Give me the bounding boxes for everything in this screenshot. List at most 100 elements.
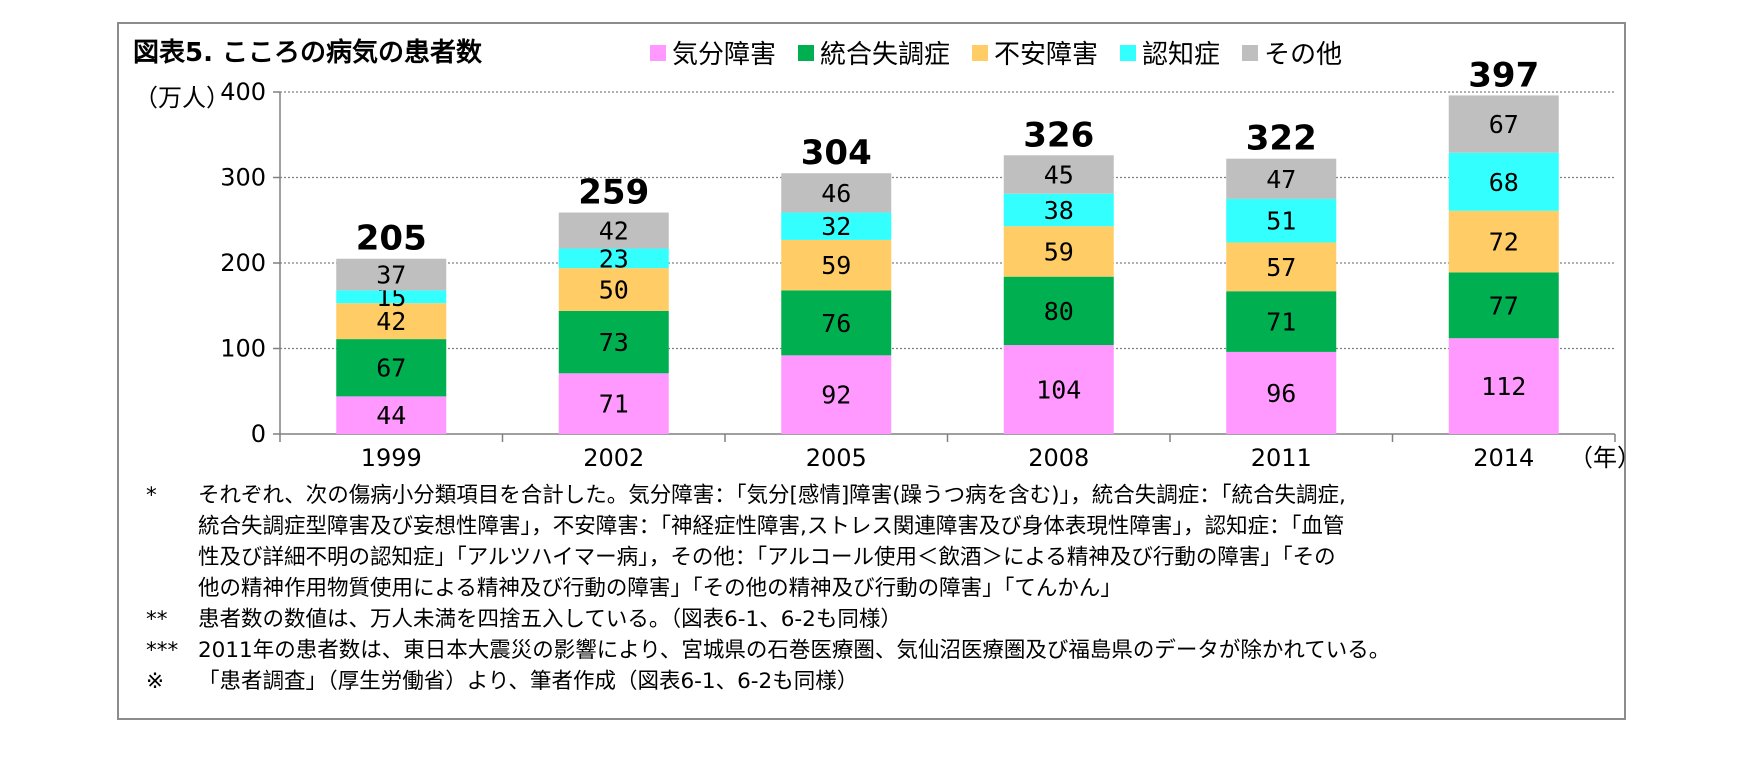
footnote-mark: ***	[146, 638, 179, 663]
bar-value-label: 77	[1489, 291, 1519, 320]
legend-swatch	[798, 44, 815, 61]
bar-value-label: 68	[1489, 168, 1519, 197]
bar-total-label: 322	[1246, 119, 1317, 159]
legend-item: その他	[1242, 34, 1342, 71]
footnotes: * それぞれ、次の傷病小分類項目を合計した。気分障害：「気分[感情]障害(躁うつ病…	[146, 480, 1616, 697]
footnote-line: 性及び詳細不明の認知症」「アルツハイマー病」，その他：「アルコール使用＜飲酒＞に…	[146, 542, 1616, 573]
bar-segment	[1003, 345, 1114, 434]
bar-value-label: 71	[599, 390, 629, 419]
y-tick-label: 200	[220, 249, 266, 277]
bar-value-label: 51	[1266, 207, 1296, 236]
bar-value-label: 104	[1036, 376, 1081, 405]
bar-value-label: 73	[599, 328, 629, 357]
x-tick-label: 2008	[1028, 444, 1089, 472]
footnote-text: 他の精神作用物質使用による精神及び行動の障害」「その他の精神及び行動の障害」「て…	[198, 576, 1122, 601]
bar-value-label: 72	[1489, 228, 1519, 257]
footnote-mark: ※	[146, 669, 165, 694]
bar-value-label: 45	[1044, 161, 1074, 190]
bar-segment	[558, 373, 669, 434]
footnote-line: *** 2011年の患者数は、東日本大震災の影響により、宮城県の石巻医療圏、気仙沼…	[146, 635, 1616, 666]
legend-item: 気分障害	[650, 34, 776, 71]
bar-value-label: 32	[821, 212, 851, 241]
bar-segment	[1448, 95, 1559, 153]
bar-total-label: 397	[1468, 55, 1539, 95]
footnote-line: ※ 「患者調査」（厚生労働省）より、筆者作成（図表6-1、6-2も同様）	[146, 666, 1616, 697]
figure-frame	[117, 22, 1626, 720]
legend-item: 不安障害	[972, 34, 1098, 71]
bar-segment	[1448, 272, 1559, 339]
bar-value-label: 37	[376, 261, 406, 290]
bar-value-label: 44	[376, 401, 406, 430]
bar-value-label: 59	[1044, 237, 1074, 266]
bar-segment	[336, 339, 447, 397]
bar-segment	[336, 396, 447, 434]
bar-value-label: 76	[821, 309, 851, 338]
bar-segment	[1003, 276, 1114, 346]
bar-segment	[1226, 291, 1337, 352]
bar-value-label: 67	[1489, 110, 1519, 139]
bar-total-label: 259	[578, 173, 649, 213]
bar-value-label: 42	[599, 217, 629, 246]
bar-segment	[781, 239, 892, 291]
chart-title: 図表5. こころの病気の患者数	[133, 38, 483, 68]
footnote-mark: **	[146, 607, 168, 632]
footnote-line: ** 患者数の数値は、万人未満を四捨五入している。（図表6-1、6-2も同様）	[146, 604, 1616, 635]
bar-segment	[1003, 155, 1114, 194]
bar-segment	[1003, 226, 1114, 277]
bar-value-label: 80	[1044, 297, 1074, 326]
bar-segment	[558, 310, 669, 374]
bar-segment	[336, 258, 447, 291]
bar-value-label: 67	[376, 354, 406, 383]
bar-segment	[336, 303, 447, 340]
bar-value-label: 46	[821, 179, 851, 208]
legend: 気分障害 統合失調症 不安障害 認知症 その他	[650, 34, 1342, 71]
legend-swatch	[650, 44, 666, 61]
bar-segment	[1226, 351, 1337, 434]
y-axis-unit-label: （万人）	[134, 84, 230, 112]
x-axis-unit-label: （年）	[1569, 444, 1641, 472]
bar-segment	[1448, 152, 1559, 211]
bar-value-label: 23	[599, 244, 629, 273]
legend-label: 不安障害	[994, 40, 1099, 70]
bar-total-label: 205	[356, 219, 427, 259]
x-tick-label: 2011	[1251, 444, 1312, 472]
footnote-text: それぞれ、次の傷病小分類項目を合計した。気分障害：「気分[感情]障害(躁うつ病を…	[198, 483, 1346, 508]
footnote-mark	[146, 542, 198, 573]
footnote-line: * それぞれ、次の傷病小分類項目を合計した。気分障害：「気分[感情]障害(躁うつ病…	[146, 480, 1616, 511]
bar-segment	[1448, 338, 1559, 434]
bar-total-label: 304	[801, 133, 872, 173]
footnote-text: 「患者調査」（厚生労働省）より、筆者作成（図表6-1、6-2も同様）	[198, 669, 859, 694]
bar-segment	[558, 248, 669, 269]
footnote-line: 他の精神作用物質使用による精神及び行動の障害」「その他の精神及び行動の障害」「て…	[146, 573, 1616, 604]
footnote-text: 2011年の患者数は、東日本大震災の影響により、宮城県の石巻医療圏、気仙沼医療圏…	[198, 638, 1391, 663]
bar-value-label: 71	[1266, 308, 1296, 337]
legend-item: 統合失調症	[798, 34, 950, 71]
bar-segment	[781, 355, 892, 434]
x-tick-label: 1999	[361, 444, 422, 472]
bar-value-label: 47	[1266, 165, 1296, 194]
footnote-text: 性及び詳細不明の認知症」「アルツハイマー病」，その他：「アルコール使用＜飲酒＞に…	[198, 545, 1336, 570]
bar-value-label: 42	[376, 307, 406, 336]
footnote-mark	[146, 511, 198, 542]
x-tick-label: 2005	[806, 444, 867, 472]
legend-label: 統合失調症	[820, 40, 951, 70]
footnote-line: 統合失調症型障害及び妄想性障害」，不安障害：「神経症性障害,ストレス関連障害及び…	[146, 511, 1616, 542]
bar-segment	[558, 212, 669, 249]
bar-segment	[336, 290, 447, 304]
bar-segment	[1448, 210, 1559, 273]
footnote-text: 統合失調症型障害及び妄想性障害」，不安障害：「神経症性障害,ストレス関連障害及び…	[198, 514, 1345, 539]
bar-segment	[1226, 158, 1337, 199]
y-tick-label: 0	[251, 420, 266, 448]
bar-value-label: 112	[1481, 372, 1526, 401]
legend-swatch	[972, 44, 989, 61]
legend-item: 認知症	[1120, 34, 1220, 71]
legend-label: 認知症	[1142, 40, 1221, 70]
bar-segment	[781, 173, 892, 213]
x-tick-label: 2002	[583, 444, 644, 472]
y-tick-label: 400	[220, 78, 266, 106]
footnote-mark	[146, 573, 198, 604]
legend-label: 気分障害	[672, 40, 777, 70]
x-tick-label: 2014	[1473, 444, 1534, 472]
bar-value-label: 57	[1266, 253, 1296, 282]
